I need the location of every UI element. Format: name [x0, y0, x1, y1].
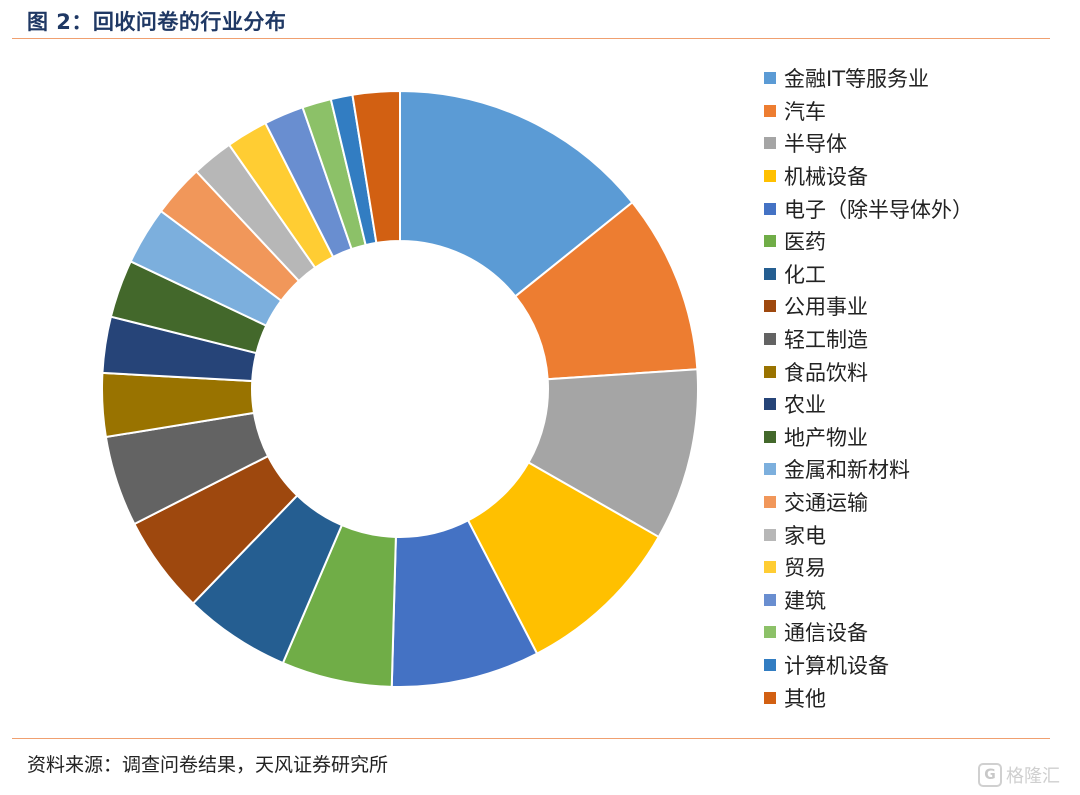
legend-item: 计算机设备	[764, 649, 973, 682]
legend-item: 家电	[764, 518, 973, 551]
donut-chart	[101, 89, 699, 688]
legend-swatch	[764, 691, 776, 704]
legend-swatch	[764, 561, 776, 574]
legend-item: 其他	[764, 681, 973, 714]
legend-swatch	[764, 463, 776, 476]
legend-label: 地产物业	[784, 425, 868, 450]
legend-item: 食品饮料	[764, 355, 973, 388]
legend-item: 医药	[764, 225, 973, 258]
legend-swatch	[764, 626, 776, 639]
legend-label: 金属和新材料	[784, 458, 910, 483]
legend-item: 农业	[764, 388, 973, 421]
legend-label: 计算机设备	[784, 653, 889, 678]
legend-item: 化工	[764, 258, 973, 291]
header-divider	[12, 38, 1050, 39]
legend-item: 金属和新材料	[764, 453, 973, 486]
donut-slice-20	[351, 89, 401, 245]
watermark: G 格隆汇	[978, 762, 1060, 788]
legend-label: 医药	[784, 230, 826, 255]
watermark-text: 格隆汇	[1006, 766, 1060, 787]
donut-slice-1	[399, 89, 634, 298]
legend-swatch	[764, 137, 776, 150]
legend-label: 半导体	[784, 132, 847, 157]
legend-label: 家电	[784, 523, 826, 548]
legend-label: 食品饮料	[784, 360, 868, 385]
legend-label: 交通运输	[784, 491, 868, 516]
legend-swatch	[764, 104, 776, 117]
donut-slices	[101, 89, 699, 688]
legend-item: 金融IT等服务业	[764, 62, 973, 95]
footer-divider	[12, 738, 1050, 739]
legend-swatch	[764, 235, 776, 248]
legend-item: 贸易	[764, 551, 973, 584]
legend-label: 建筑	[784, 588, 826, 613]
legend-item: 轻工制造	[764, 323, 973, 356]
legend-label: 贸易	[784, 556, 826, 581]
legend-label: 化工	[784, 262, 826, 287]
legend-label: 汽车	[784, 99, 826, 124]
legend-swatch	[764, 300, 776, 313]
legend-label: 其他	[784, 686, 826, 711]
legend-label: 农业	[784, 393, 826, 418]
legend-label: 轻工制造	[784, 328, 868, 353]
legend-item: 公用事业	[764, 290, 973, 323]
legend-swatch	[764, 333, 776, 346]
source-note: 资料来源：调查问卷结果，天风证券研究所	[27, 754, 389, 776]
legend-label: 机械设备	[784, 165, 868, 190]
chart-title: 图 2：回收问卷的行业分布	[27, 10, 287, 34]
legend-item: 地产物业	[764, 421, 973, 454]
legend-label: 通信设备	[784, 621, 868, 646]
legend-swatch	[764, 430, 776, 443]
legend-label: 公用事业	[784, 295, 868, 320]
legend-swatch	[764, 365, 776, 378]
legend-label: 电子（除半导体外）	[784, 197, 973, 222]
legend-item: 交通运输	[764, 486, 973, 519]
legend-item: 半导体	[764, 127, 973, 160]
legend-item: 汽车	[764, 95, 973, 128]
chart-legend: 金融IT等服务业 汽车半导体机械设备电子（除半导体外） 医药化工公用事业轻工制造食品…	[764, 62, 973, 714]
legend-swatch	[764, 267, 776, 280]
legend-swatch	[764, 170, 776, 183]
watermark-logo-icon: G	[978, 763, 1002, 787]
legend-swatch	[764, 398, 776, 411]
legend-swatch	[764, 496, 776, 509]
legend-swatch	[764, 593, 776, 606]
legend-swatch	[764, 72, 776, 85]
legend-label: 金融IT等服务业	[784, 67, 930, 92]
legend-swatch	[764, 202, 776, 215]
legend-swatch	[764, 528, 776, 541]
legend-item: 建筑	[764, 584, 973, 617]
legend-item: 通信设备	[764, 616, 973, 649]
legend-item: 电子（除半导体外）	[764, 192, 973, 225]
legend-item: 机械设备	[764, 160, 973, 193]
legend-swatch	[764, 658, 776, 671]
